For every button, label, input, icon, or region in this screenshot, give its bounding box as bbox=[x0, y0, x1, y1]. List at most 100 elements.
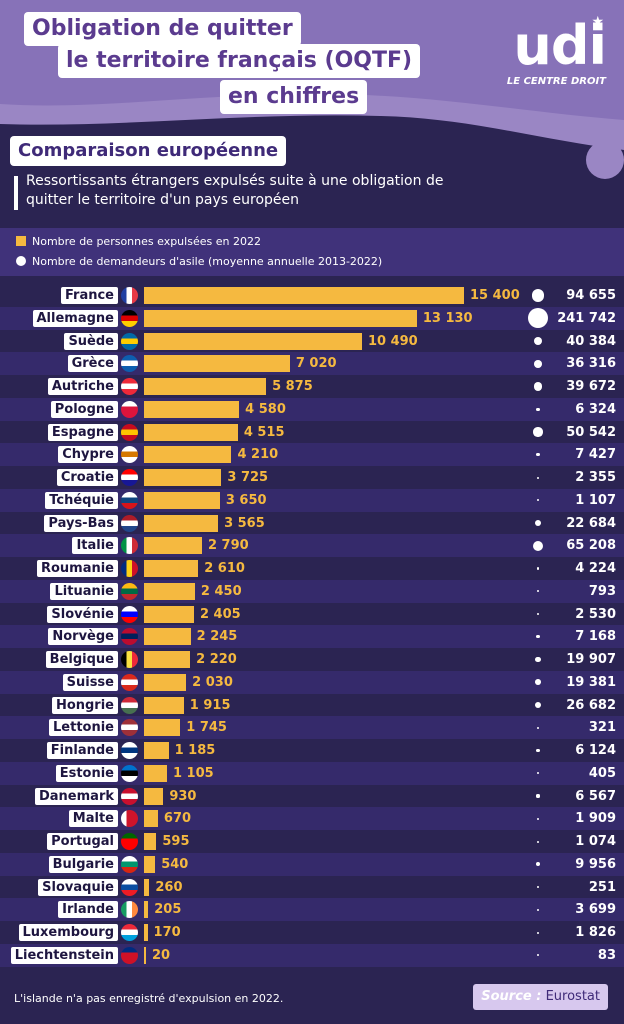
country-label: Pays-Bas bbox=[44, 514, 118, 532]
legend: Nombre de personnes expulsées en 2022 No… bbox=[0, 228, 624, 276]
flag-icon bbox=[121, 946, 138, 964]
country-label: Suisse bbox=[62, 673, 118, 691]
country-label: Lettonie bbox=[49, 719, 118, 737]
asylum-dot bbox=[537, 886, 539, 888]
flag-icon bbox=[121, 605, 138, 623]
country-label: Luxembourg bbox=[18, 924, 118, 941]
bar-expulsions bbox=[144, 946, 146, 964]
bar-value-label: 205 bbox=[154, 902, 182, 918]
table-row: Autriche 5 875 39 672 bbox=[0, 375, 624, 398]
bar-value-label: 3 650 bbox=[225, 492, 267, 508]
table-row: Malte 670 1 909 bbox=[0, 807, 624, 830]
flag-icon bbox=[121, 560, 138, 577]
bar-expulsions bbox=[144, 673, 187, 691]
bar-value-label: 3 565 bbox=[224, 515, 265, 531]
flag-icon bbox=[121, 332, 138, 350]
asylum-dot bbox=[535, 679, 541, 686]
asylum-dot bbox=[536, 567, 540, 570]
asylum-value-label: 1 074 bbox=[575, 834, 616, 849]
country-label: Liechtenstein bbox=[10, 946, 118, 964]
star-icon: ★ bbox=[591, 14, 604, 30]
table-row: Belgique 2 220 19 907 bbox=[0, 648, 624, 671]
flag-icon bbox=[121, 833, 138, 850]
flag-icon bbox=[121, 469, 138, 486]
bar-value-label: 2 790 bbox=[207, 538, 249, 554]
bar-value-label: 7 020 bbox=[295, 356, 337, 372]
flag-icon bbox=[121, 901, 138, 919]
bar-expulsions bbox=[144, 605, 194, 623]
asylum-value-label: 94 655 bbox=[566, 288, 616, 303]
asylum-value-label: 321 bbox=[588, 720, 616, 736]
bar-expulsions bbox=[144, 355, 290, 373]
footnote: L'islande n'a pas enregistré d'expulsion… bbox=[14, 992, 284, 1005]
table-row: Croatie 3 725 2 355 bbox=[0, 466, 624, 489]
udi-logo: ★ udi LE CENTRE DROIT bbox=[486, 14, 607, 118]
asylum-dot bbox=[534, 359, 542, 368]
bar-expulsions bbox=[144, 378, 267, 395]
country-label: Slovénie bbox=[47, 605, 118, 623]
asylum-dot bbox=[537, 817, 539, 820]
title-line-1: Obligation de quitter bbox=[24, 12, 301, 46]
country-label: Espagne bbox=[47, 423, 118, 441]
source-badge: Source : Eurostat bbox=[473, 984, 608, 1010]
bar-value-label: 4 580 bbox=[245, 401, 286, 417]
country-label: Bulgarie bbox=[48, 855, 118, 873]
asylum-dot bbox=[533, 382, 543, 391]
bar-value-label: 4 210 bbox=[237, 447, 279, 463]
bar-value-label: 2 610 bbox=[204, 561, 245, 576]
flag-icon bbox=[121, 673, 138, 691]
flag-icon bbox=[121, 764, 138, 782]
bar-value-label: 2 030 bbox=[192, 674, 233, 690]
asylum-dot bbox=[536, 452, 540, 457]
bar-expulsions bbox=[144, 537, 202, 555]
bar-value-label: 1 185 bbox=[174, 743, 216, 758]
bar-value-label: 2 245 bbox=[196, 629, 238, 645]
asylum-value-label: 6 324 bbox=[575, 401, 616, 417]
bar-value-label: 2 405 bbox=[199, 606, 241, 622]
bar-expulsions bbox=[144, 309, 417, 327]
bar-value-label: 2 450 bbox=[200, 583, 242, 599]
bar-expulsions bbox=[144, 901, 149, 919]
source-value: Eurostat bbox=[545, 989, 600, 1004]
table-row: Pays-Bas 3 565 22 684 bbox=[0, 512, 624, 535]
asylum-value-label: 83 bbox=[597, 947, 616, 963]
table-row: Liechtenstein 20 83 bbox=[0, 943, 624, 967]
flag-icon bbox=[121, 582, 138, 600]
flag-icon bbox=[121, 651, 138, 668]
chart-subtitle: Ressortissants étrangers expulsés suite … bbox=[26, 173, 444, 208]
country-label: Grèce bbox=[67, 355, 118, 373]
legend-label-dots: Nombre de demandeurs d'asile (moyenne an… bbox=[32, 255, 383, 268]
asylum-value-label: 26 682 bbox=[566, 697, 616, 713]
table-row: Espagne 4 515 50 542 bbox=[0, 421, 624, 444]
country-label: Croatie bbox=[56, 469, 118, 486]
flag-icon bbox=[121, 400, 138, 418]
country-label: Hongrie bbox=[51, 696, 118, 714]
flag-icon bbox=[121, 810, 138, 828]
table-row: Grèce 7 020 36 316 bbox=[0, 352, 624, 375]
bar-expulsions bbox=[144, 491, 220, 509]
country-label: Chypre bbox=[58, 446, 118, 464]
country-label: Malte bbox=[68, 810, 118, 828]
flag-icon bbox=[121, 537, 138, 555]
asylum-value-label: 4 224 bbox=[575, 561, 616, 576]
bar-expulsions bbox=[144, 878, 150, 896]
asylum-dot bbox=[536, 612, 539, 615]
bar-expulsions bbox=[144, 332, 362, 350]
flag-icon bbox=[121, 514, 138, 532]
flag-icon bbox=[121, 287, 138, 304]
asylum-dot bbox=[533, 336, 543, 346]
asylum-dot bbox=[535, 656, 541, 663]
asylum-dot bbox=[536, 635, 540, 639]
flag-icon bbox=[121, 924, 138, 941]
country-label: Allemagne bbox=[32, 309, 118, 327]
bar-expulsions bbox=[144, 514, 219, 532]
bar-expulsions bbox=[144, 287, 464, 304]
asylum-value-label: 36 316 bbox=[566, 356, 616, 372]
logo-subtitle: LE CENTRE DROIT bbox=[506, 76, 606, 87]
table-row: Italie 2 790 65 208 bbox=[0, 534, 624, 557]
bar-value-label: 3 725 bbox=[227, 470, 269, 485]
asylum-dot bbox=[531, 289, 545, 302]
bar-expulsions bbox=[144, 924, 148, 941]
asylum-value-label: 7 427 bbox=[575, 447, 616, 463]
bar-expulsions bbox=[144, 400, 240, 418]
